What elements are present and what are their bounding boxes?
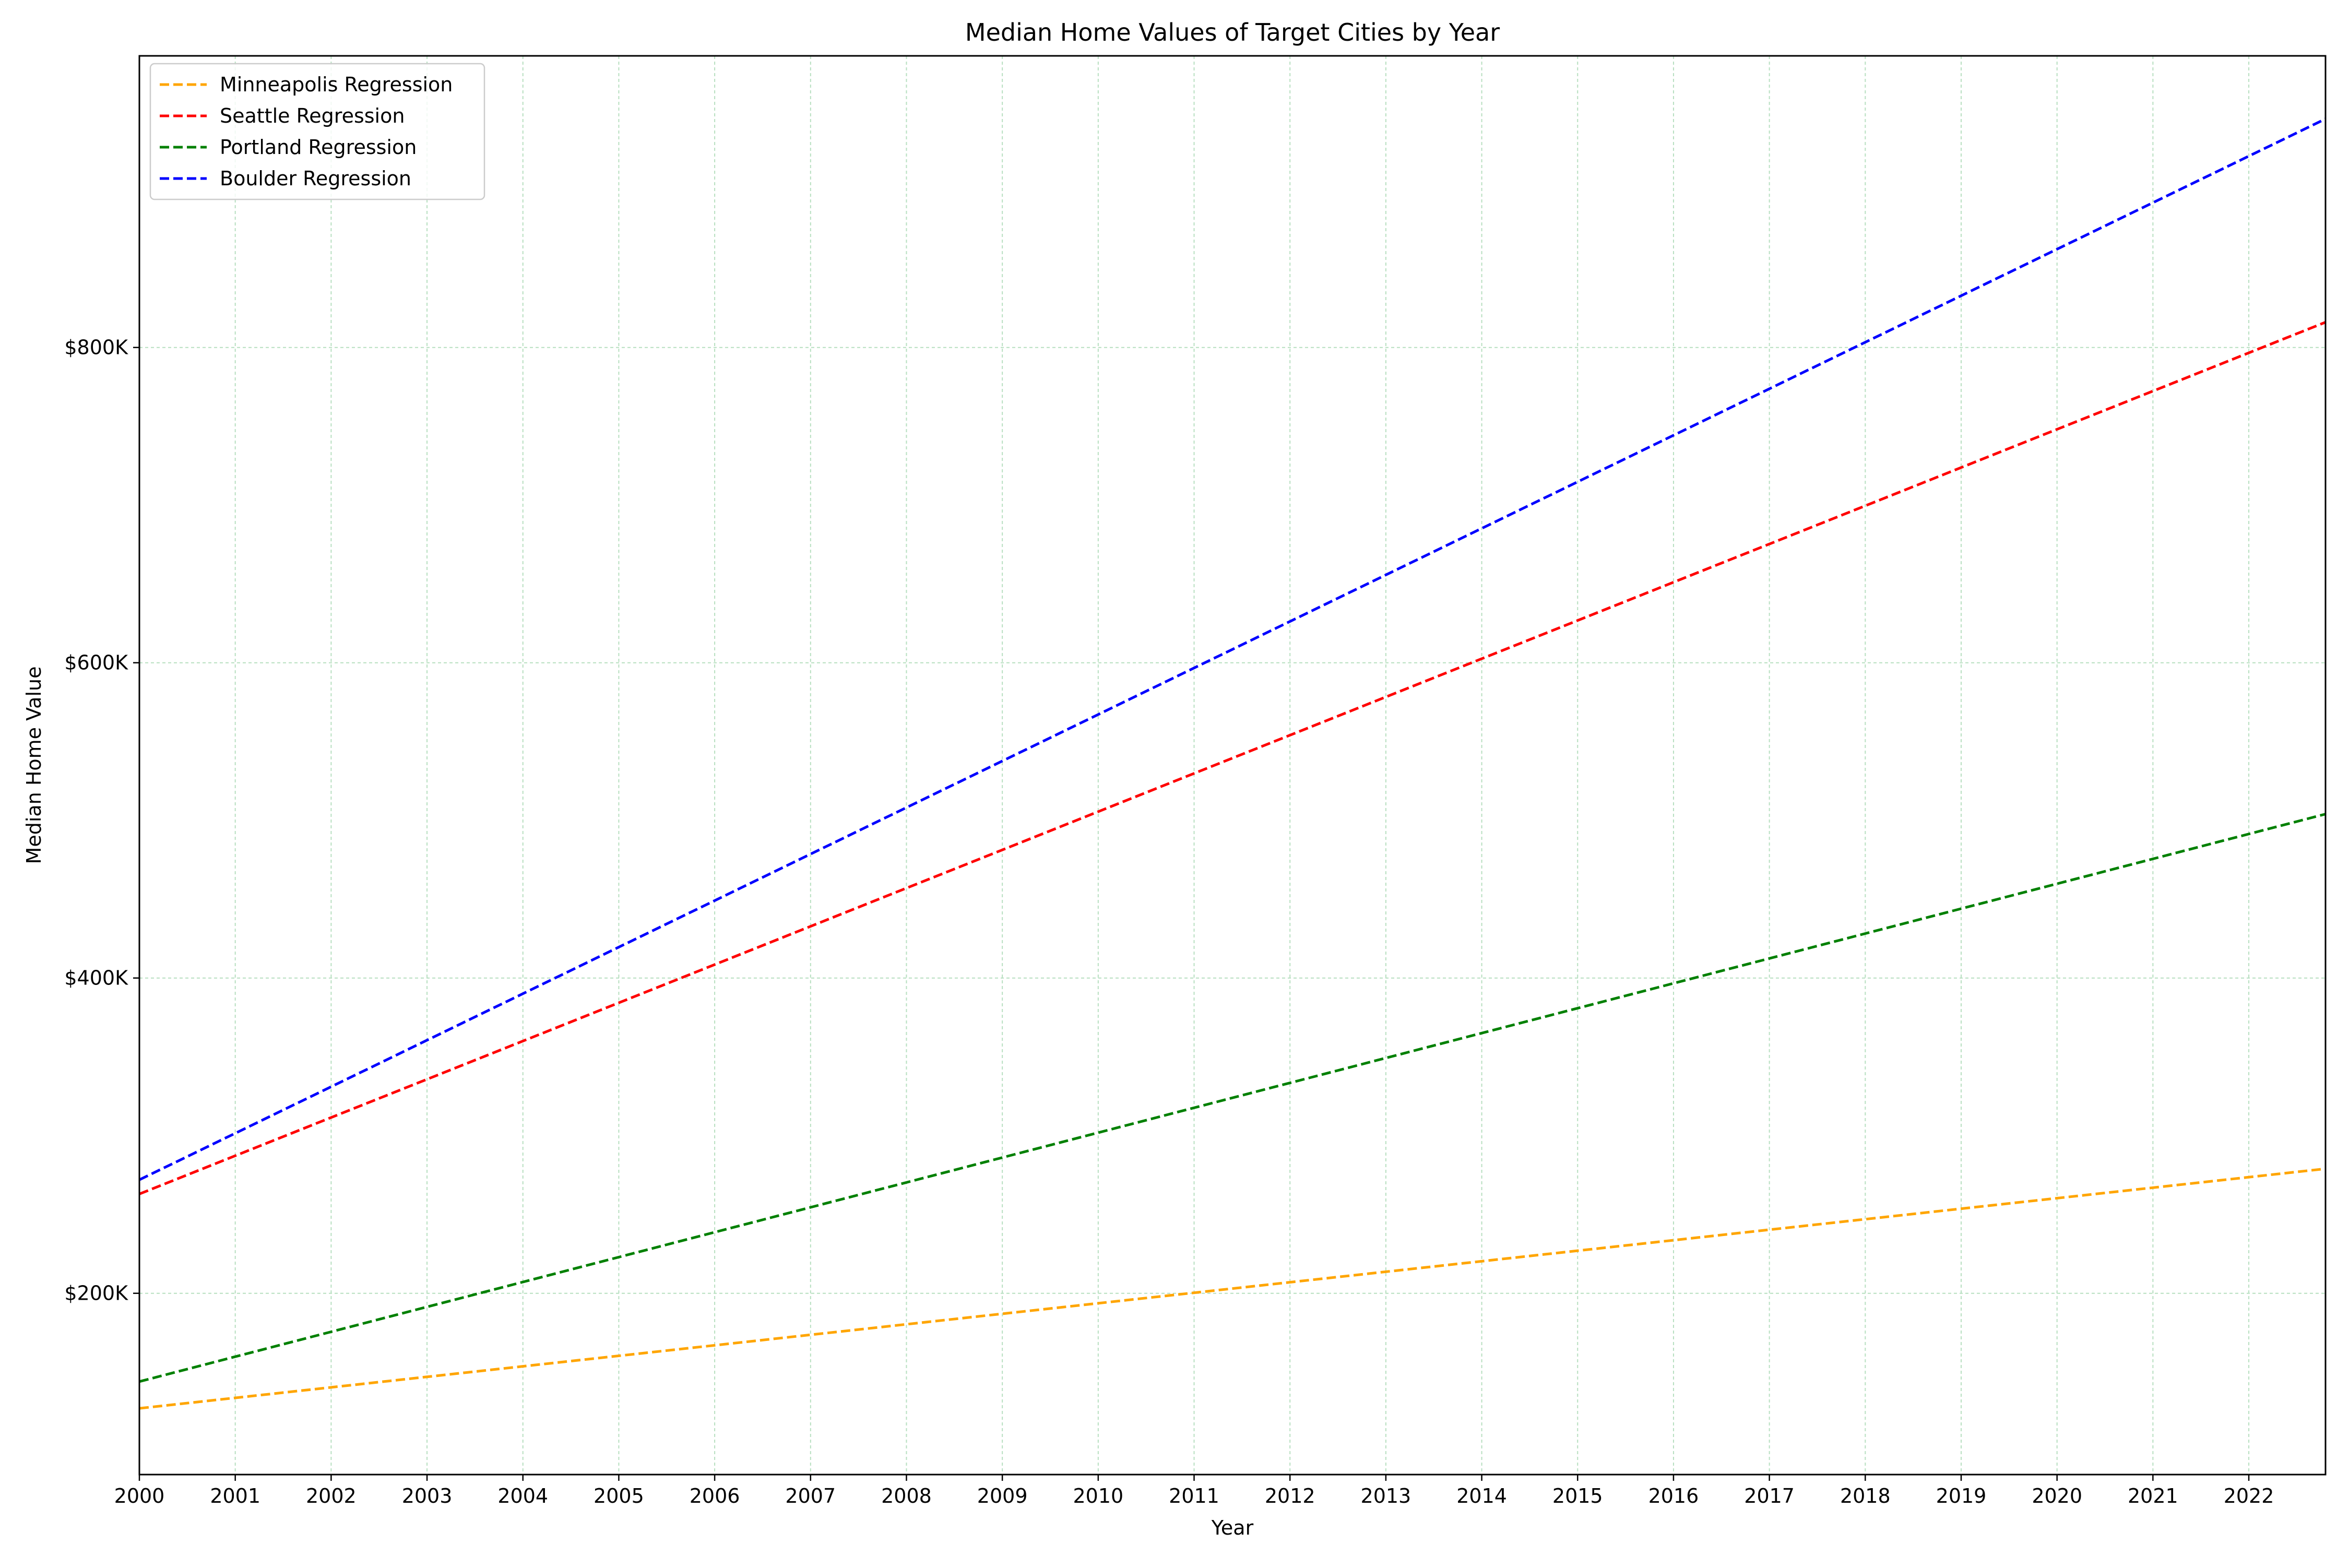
legend-label: Minneapolis Regression bbox=[220, 73, 453, 96]
legend-label: Seattle Regression bbox=[220, 104, 405, 127]
x-tick-label: 2011 bbox=[1169, 1484, 1219, 1507]
legend-label: Portland Regression bbox=[220, 136, 417, 159]
x-tick-label: 2010 bbox=[1073, 1484, 1123, 1507]
grid bbox=[139, 56, 2326, 1475]
chart-title: Median Home Values of Target Cities by Y… bbox=[965, 18, 1500, 46]
x-tick-label: 2015 bbox=[1552, 1484, 1603, 1507]
x-tick-label: 2001 bbox=[210, 1484, 260, 1507]
x-tick-label: 2022 bbox=[2224, 1484, 2274, 1507]
y-tick-label: $800K bbox=[64, 336, 128, 359]
y-axis: $200K $400K $600K $800K bbox=[64, 336, 139, 1305]
series-line-3 bbox=[138, 117, 2327, 1181]
legend-box bbox=[149, 63, 485, 200]
x-tick-label: 2008 bbox=[881, 1484, 932, 1507]
x-tick-label: 2017 bbox=[1744, 1484, 1795, 1507]
y-tick-label: $400K bbox=[64, 967, 128, 990]
series-line-1 bbox=[139, 321, 2326, 1195]
x-tick-label: 2002 bbox=[306, 1484, 357, 1507]
y-tick-label: $200K bbox=[64, 1282, 128, 1305]
x-tick-label: 2021 bbox=[2128, 1484, 2178, 1507]
x-tick-label: 2013 bbox=[1361, 1484, 1411, 1507]
x-tick-label: 2004 bbox=[497, 1484, 548, 1507]
x-axis-label: Year bbox=[1211, 1516, 1254, 1539]
x-tick-label: 2018 bbox=[1840, 1484, 1891, 1507]
series-line-0 bbox=[139, 1167, 2326, 1410]
x-tick-label: 2020 bbox=[2032, 1484, 2082, 1507]
y-axis-label: Median Home Value bbox=[22, 667, 45, 864]
x-tick-label: 2014 bbox=[1456, 1484, 1507, 1507]
x-tick-label: 2009 bbox=[977, 1484, 1028, 1507]
x-tick-label: 2005 bbox=[594, 1484, 644, 1507]
x-tick-label: 2006 bbox=[690, 1484, 740, 1507]
x-tick-label: 2019 bbox=[1936, 1484, 1987, 1507]
series-lines bbox=[138, 117, 2327, 1410]
series-line-2 bbox=[139, 813, 2326, 1383]
legend-label: Boulder Regression bbox=[220, 167, 411, 190]
plot-frame bbox=[138, 55, 2327, 1476]
x-axis: 2000 2001 2002 2003 2004 2005 2006 2007 2008 2009… bbox=[114, 1475, 2274, 1507]
x-tick-label: 2012 bbox=[1265, 1484, 1315, 1507]
x-tick-label: 2016 bbox=[1648, 1484, 1699, 1507]
x-tick-label: 2003 bbox=[402, 1484, 453, 1507]
y-tick-label: $600K bbox=[64, 651, 128, 674]
x-tick-label: 2007 bbox=[785, 1484, 836, 1507]
legend: Minneapolis Regression Seattle Regression… bbox=[149, 63, 485, 200]
x-tick-label: 2000 bbox=[114, 1484, 165, 1507]
